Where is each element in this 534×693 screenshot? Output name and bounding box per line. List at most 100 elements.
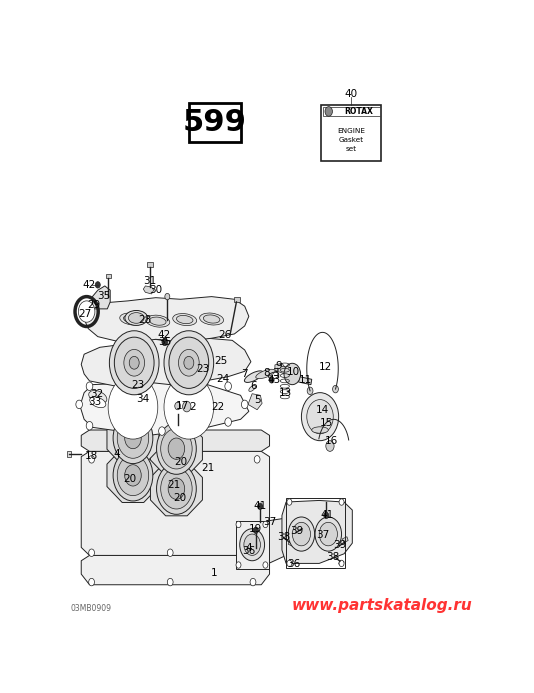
Circle shape xyxy=(284,363,301,385)
Text: 8: 8 xyxy=(263,369,270,378)
Text: 20: 20 xyxy=(123,474,136,484)
Circle shape xyxy=(89,579,95,586)
Circle shape xyxy=(183,401,191,412)
Text: 18: 18 xyxy=(84,450,98,461)
Text: 34: 34 xyxy=(136,394,149,404)
Text: 27: 27 xyxy=(78,308,91,319)
Text: 7: 7 xyxy=(241,369,248,379)
Ellipse shape xyxy=(249,385,255,392)
Text: 12: 12 xyxy=(319,362,332,372)
Circle shape xyxy=(169,337,209,388)
Circle shape xyxy=(333,385,339,393)
Circle shape xyxy=(76,400,82,409)
Polygon shape xyxy=(107,411,159,465)
Text: 2: 2 xyxy=(190,402,197,412)
Circle shape xyxy=(178,349,199,376)
Text: 15: 15 xyxy=(320,418,333,428)
Circle shape xyxy=(288,517,315,551)
Polygon shape xyxy=(339,560,344,565)
Polygon shape xyxy=(147,263,153,267)
Polygon shape xyxy=(324,421,332,429)
Polygon shape xyxy=(151,462,202,516)
Text: 36: 36 xyxy=(287,559,300,570)
Text: 10: 10 xyxy=(287,367,300,378)
Circle shape xyxy=(263,562,268,568)
Circle shape xyxy=(225,418,231,426)
Circle shape xyxy=(254,527,258,534)
Polygon shape xyxy=(81,555,270,585)
Polygon shape xyxy=(288,541,294,546)
Circle shape xyxy=(240,529,264,561)
Text: 25: 25 xyxy=(214,356,227,366)
Text: 11: 11 xyxy=(299,376,312,385)
Ellipse shape xyxy=(150,317,166,325)
Text: 20: 20 xyxy=(174,457,187,467)
Polygon shape xyxy=(107,448,159,502)
Circle shape xyxy=(292,523,310,546)
Text: 39: 39 xyxy=(333,540,347,550)
Text: 35: 35 xyxy=(97,290,111,301)
Text: set: set xyxy=(345,146,357,152)
Circle shape xyxy=(244,534,261,555)
Circle shape xyxy=(108,375,158,439)
Text: 41: 41 xyxy=(321,510,334,520)
Polygon shape xyxy=(84,297,249,344)
Ellipse shape xyxy=(176,315,193,324)
Circle shape xyxy=(165,293,170,300)
Polygon shape xyxy=(143,286,154,294)
Text: 37: 37 xyxy=(316,530,329,540)
Text: 32: 32 xyxy=(90,389,104,399)
Text: 6: 6 xyxy=(250,381,257,392)
Circle shape xyxy=(125,465,141,486)
Text: 19: 19 xyxy=(249,524,263,534)
Polygon shape xyxy=(342,536,348,543)
Text: 21: 21 xyxy=(168,480,181,490)
Polygon shape xyxy=(248,394,262,410)
Circle shape xyxy=(301,393,339,441)
Polygon shape xyxy=(300,523,305,529)
Circle shape xyxy=(307,400,333,434)
Circle shape xyxy=(168,478,185,500)
Text: 20: 20 xyxy=(173,493,186,503)
Circle shape xyxy=(315,517,342,551)
Ellipse shape xyxy=(120,313,144,325)
Circle shape xyxy=(325,107,333,116)
Circle shape xyxy=(250,579,256,586)
Circle shape xyxy=(241,400,248,409)
Circle shape xyxy=(184,356,194,369)
Text: 42: 42 xyxy=(158,330,171,340)
Text: 1: 1 xyxy=(210,568,217,578)
Bar xyxy=(323,107,380,116)
Circle shape xyxy=(86,382,93,391)
Text: 26: 26 xyxy=(218,330,231,340)
Bar xyxy=(321,105,381,161)
Circle shape xyxy=(269,377,274,383)
Circle shape xyxy=(156,423,197,474)
Polygon shape xyxy=(268,518,288,563)
Text: 38: 38 xyxy=(326,552,340,562)
Circle shape xyxy=(257,503,263,509)
Polygon shape xyxy=(92,286,110,309)
Circle shape xyxy=(161,468,192,509)
FancyBboxPatch shape xyxy=(189,103,240,142)
Text: 599: 599 xyxy=(183,108,247,137)
Circle shape xyxy=(113,412,153,464)
Polygon shape xyxy=(80,382,249,435)
Polygon shape xyxy=(275,363,286,374)
Circle shape xyxy=(164,375,214,439)
Circle shape xyxy=(78,301,95,322)
Text: www.partskatalog.ru: www.partskatalog.ru xyxy=(292,597,473,613)
Text: 41: 41 xyxy=(254,501,266,511)
Circle shape xyxy=(254,549,260,556)
Circle shape xyxy=(339,560,344,567)
Polygon shape xyxy=(234,297,240,302)
Text: 17: 17 xyxy=(176,401,189,411)
Text: 36: 36 xyxy=(242,546,255,556)
Circle shape xyxy=(287,499,292,505)
Text: ROTAX: ROTAX xyxy=(344,107,373,116)
Text: 22: 22 xyxy=(211,402,224,412)
Circle shape xyxy=(164,331,214,395)
Text: 42: 42 xyxy=(83,280,96,290)
Circle shape xyxy=(113,450,153,501)
Circle shape xyxy=(109,331,159,395)
